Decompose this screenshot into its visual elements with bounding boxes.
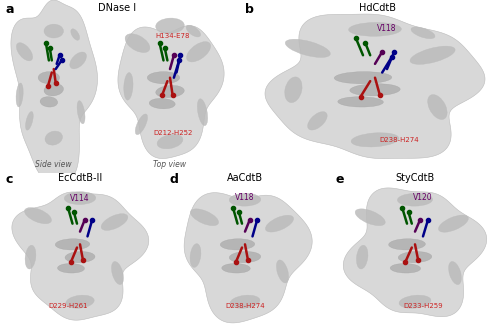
Text: c: c [5,173,12,186]
Ellipse shape [101,214,128,230]
Ellipse shape [58,264,84,273]
Polygon shape [11,0,98,180]
Ellipse shape [44,24,64,38]
Ellipse shape [125,34,150,52]
Text: e: e [335,173,344,186]
Ellipse shape [438,215,468,232]
Text: V120: V120 [413,193,433,202]
Ellipse shape [338,97,384,107]
Ellipse shape [44,84,64,96]
Ellipse shape [222,264,250,273]
Ellipse shape [16,43,32,61]
Ellipse shape [284,77,302,103]
Ellipse shape [398,193,432,206]
Ellipse shape [156,85,184,98]
Polygon shape [265,14,485,159]
Ellipse shape [56,239,90,250]
Text: V118: V118 [236,193,255,202]
Ellipse shape [286,39,331,57]
Text: a: a [5,3,14,16]
Ellipse shape [64,192,96,205]
Ellipse shape [25,245,36,269]
Ellipse shape [70,52,86,69]
Text: D238-H274: D238-H274 [379,136,419,142]
Polygon shape [12,192,149,320]
Text: EcCdtB-II: EcCdtB-II [58,173,102,183]
Ellipse shape [71,29,80,40]
Text: Side view: Side view [36,160,72,169]
Text: StyCdtB: StyCdtB [396,173,434,183]
Ellipse shape [77,101,85,124]
Ellipse shape [355,209,385,226]
Text: H134-E78: H134-E78 [156,33,190,39]
Text: DNase I: DNase I [98,3,136,13]
Ellipse shape [112,262,124,285]
Ellipse shape [399,295,431,308]
Ellipse shape [448,262,462,285]
Ellipse shape [38,72,60,84]
Ellipse shape [147,72,180,84]
Ellipse shape [411,27,435,39]
Ellipse shape [348,23,402,36]
Ellipse shape [45,131,62,145]
Ellipse shape [40,97,58,107]
Ellipse shape [190,209,218,226]
Ellipse shape [26,112,33,130]
Ellipse shape [230,295,260,308]
Ellipse shape [24,208,52,224]
Text: AaCdtB: AaCdtB [227,173,263,183]
Ellipse shape [198,99,207,125]
Polygon shape [344,188,486,317]
Text: b: b [245,3,254,16]
Text: V118: V118 [378,24,397,33]
Ellipse shape [65,252,95,263]
Ellipse shape [220,239,254,250]
Polygon shape [118,26,224,159]
Ellipse shape [136,114,147,135]
Ellipse shape [156,18,184,34]
Text: V114: V114 [70,194,90,203]
Ellipse shape [351,133,399,147]
Ellipse shape [124,73,133,100]
Ellipse shape [190,244,201,267]
Ellipse shape [350,84,400,96]
Ellipse shape [398,252,432,263]
Ellipse shape [230,252,260,263]
Ellipse shape [16,83,23,107]
Ellipse shape [428,95,447,120]
Text: HdCdtB: HdCdtB [359,3,396,13]
Text: D238-H274: D238-H274 [225,303,265,309]
Ellipse shape [157,134,183,149]
Ellipse shape [186,42,210,62]
Text: Top view: Top view [154,160,186,169]
Ellipse shape [308,112,327,130]
Ellipse shape [266,215,293,232]
Text: D229-H261: D229-H261 [48,303,88,309]
Ellipse shape [410,46,455,64]
Ellipse shape [388,239,426,250]
Polygon shape [184,193,312,323]
Ellipse shape [149,98,175,109]
Text: d: d [170,173,179,186]
Ellipse shape [390,264,420,273]
Text: D233-H259: D233-H259 [403,303,443,309]
Ellipse shape [334,72,392,84]
Ellipse shape [230,193,260,206]
Text: D212-H252: D212-H252 [153,130,192,136]
Ellipse shape [186,25,200,37]
Ellipse shape [356,245,368,269]
Ellipse shape [66,295,94,308]
Ellipse shape [276,260,288,283]
